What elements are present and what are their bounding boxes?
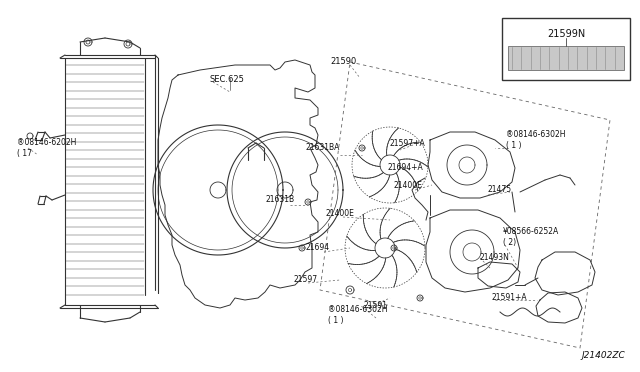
- Text: 21591+A: 21591+A: [492, 294, 527, 302]
- Text: 21493N: 21493N: [479, 253, 509, 262]
- Text: 21597+A: 21597+A: [390, 138, 426, 148]
- Text: ®08146-6302H
( 1 ): ®08146-6302H ( 1 ): [328, 305, 387, 325]
- Text: SEC.625: SEC.625: [210, 76, 245, 84]
- Text: 21400E: 21400E: [393, 180, 422, 189]
- Text: 21631B: 21631B: [265, 196, 294, 205]
- Text: 21400E: 21400E: [326, 208, 355, 218]
- Text: ®08146-6202H
( 17: ®08146-6202H ( 17: [17, 138, 76, 158]
- Text: ¥08566-6252A
( 2): ¥08566-6252A ( 2): [503, 227, 559, 247]
- Text: 21694: 21694: [305, 244, 329, 253]
- Text: 21475: 21475: [488, 186, 512, 195]
- Text: ®08146-6302H
( 1 ): ®08146-6302H ( 1 ): [506, 130, 566, 150]
- Text: 21597: 21597: [293, 276, 317, 285]
- Bar: [508, 46, 624, 70]
- Text: 21599N: 21599N: [547, 29, 585, 39]
- Text: 21631BA: 21631BA: [305, 144, 339, 153]
- Text: 21591: 21591: [363, 301, 387, 310]
- Text: 21590: 21590: [330, 58, 356, 67]
- Bar: [502, 18, 630, 80]
- Text: J21402ZC: J21402ZC: [581, 351, 625, 360]
- Text: 21694+A: 21694+A: [387, 164, 423, 173]
